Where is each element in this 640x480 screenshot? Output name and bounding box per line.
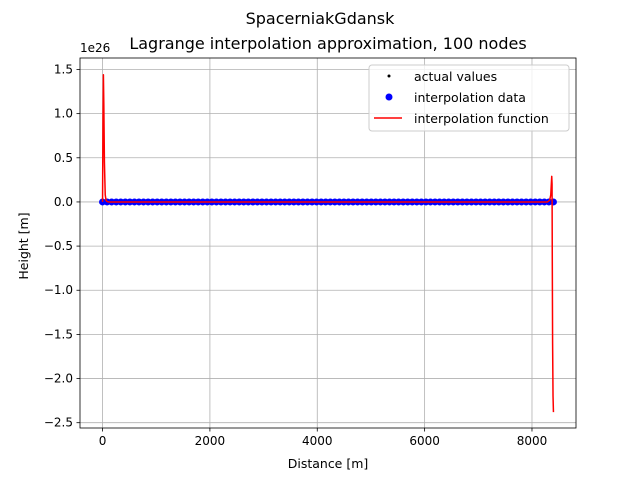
- grid: [80, 58, 576, 428]
- y-tick-label: −0.5: [44, 239, 73, 253]
- legend-label-actual-values: actual values: [414, 69, 497, 84]
- y-tick-label: −1.5: [44, 327, 73, 341]
- y-tick-label: −1.0: [44, 283, 73, 297]
- y-offset-text: 1e26: [80, 41, 110, 55]
- plot-area: [99, 74, 557, 413]
- x-tick-label: 6000: [409, 434, 440, 448]
- x-tick-label: 2000: [195, 434, 226, 448]
- x-axis-label: Distance [m]: [288, 456, 369, 471]
- x-tick-label: 0: [99, 434, 107, 448]
- axis-ticks: 0 2000 4000 6000 8000 1.5 1.0 0.5 0.0 −0.5 −1.0 −1.…: [44, 62, 547, 448]
- interpolation-function-line: [101, 74, 555, 413]
- y-tick-label: 0.5: [54, 151, 73, 165]
- chart-title: SpacerniakGdansk: [246, 9, 396, 28]
- legend-label-interpolation-function: interpolation function: [414, 111, 549, 126]
- x-tick-label: 4000: [302, 434, 333, 448]
- interpolation-node-point: [549, 198, 557, 206]
- y-tick-label: 1.5: [54, 62, 73, 76]
- y-axis-label: Height [m]: [16, 212, 31, 279]
- chart-subtitle: Lagrange interpolation approximation, 10…: [129, 34, 526, 53]
- legend-label-interpolation-data: interpolation data: [414, 90, 526, 105]
- y-tick-label: −2.5: [44, 416, 73, 430]
- legend-box: [368, 64, 570, 132]
- legend-swatch-actual-values: [387, 74, 391, 78]
- axes-frame: [79, 57, 577, 429]
- x-tick-label: 8000: [517, 434, 548, 448]
- legend-swatch-interpolation-data: [385, 93, 393, 101]
- legend: actual values interpolation data interpo…: [368, 64, 570, 132]
- y-tick-label: −2.0: [44, 372, 73, 386]
- y-tick-label: 1.0: [54, 107, 73, 121]
- y-tick-label: 0.0: [54, 195, 73, 209]
